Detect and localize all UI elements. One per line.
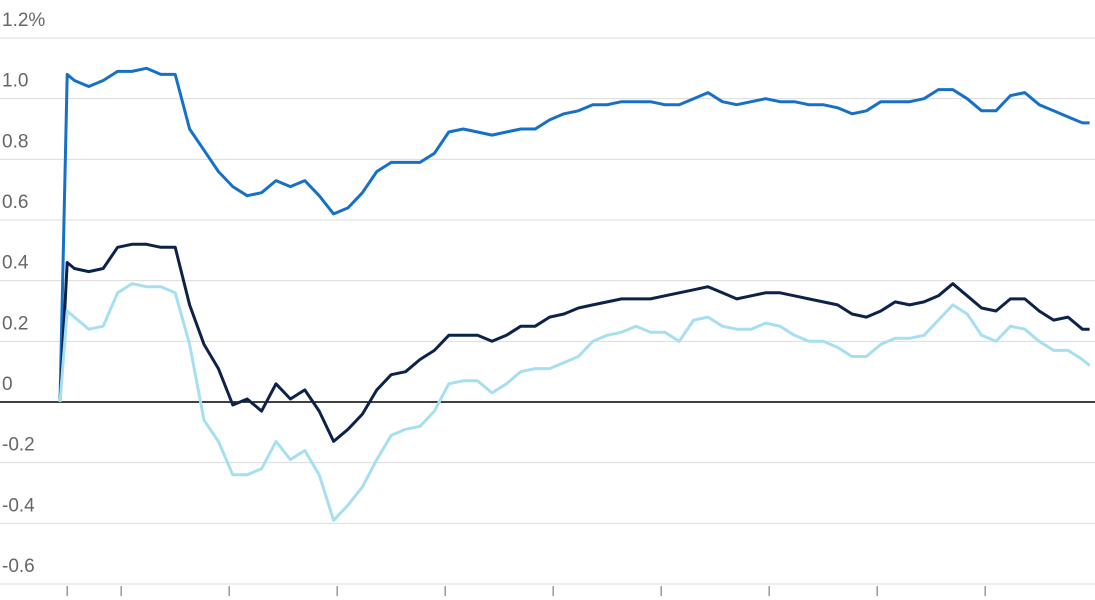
y-tick-label: -0.2 — [2, 435, 35, 456]
y-tick-label: 1.2% — [2, 10, 45, 31]
y-tick-label: 0.2 — [2, 313, 28, 334]
y-tick-label: 0.6 — [2, 192, 28, 213]
series-line — [58, 282, 1091, 522]
y-tick-label: 0.8 — [2, 131, 28, 152]
y-tick-label: 0 — [2, 374, 13, 395]
y-tick-label: -0.6 — [2, 556, 35, 577]
y-tick-label: -0.4 — [2, 495, 35, 516]
y-tick-label: 1.0 — [2, 71, 28, 92]
y-tick-label: 0.4 — [2, 253, 29, 274]
series-line — [58, 66, 1090, 403]
series-line — [58, 242, 1090, 443]
